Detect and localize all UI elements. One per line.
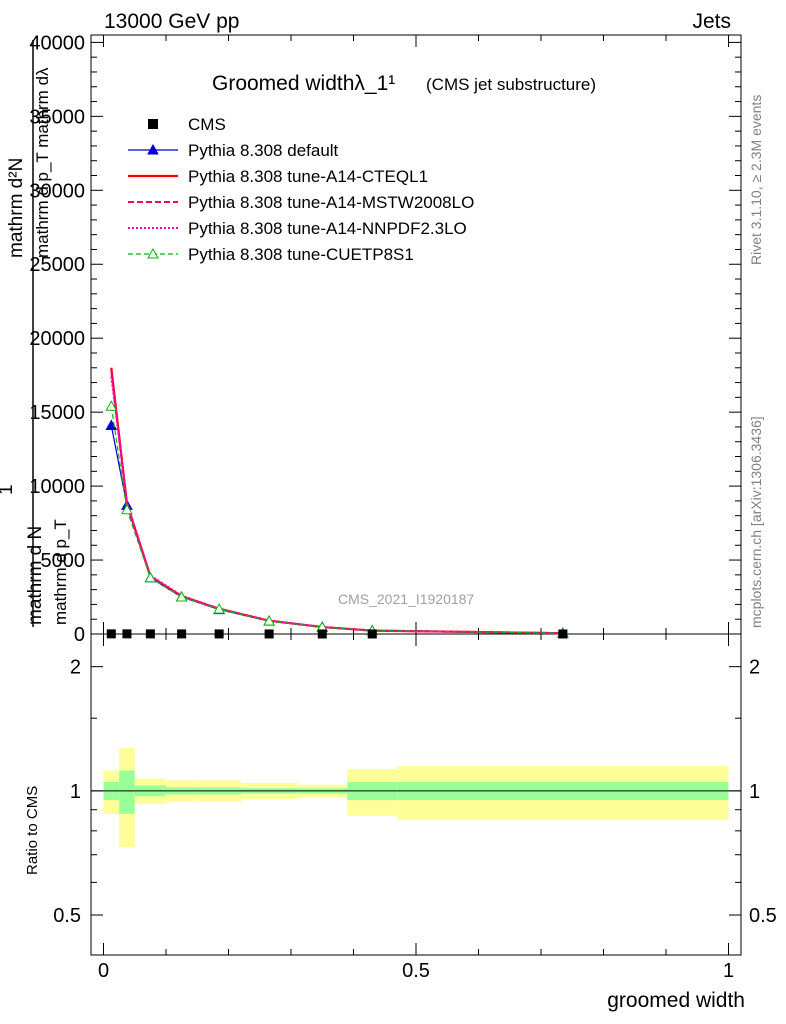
legend-label: Pythia 8.308 default — [188, 141, 339, 160]
series-marker — [213, 603, 225, 614]
x-tick-label: 0 — [98, 960, 109, 982]
y-tick-label: 0 — [74, 624, 85, 646]
data-point — [177, 629, 187, 639]
legend-label: Pythia 8.308 tune-A14-MSTW2008LO — [188, 193, 474, 212]
y-label-prefix: 1 — [0, 484, 17, 495]
data-point — [367, 629, 377, 639]
header-left: 13000 GeV pp — [104, 10, 240, 33]
y-label-denominator-1: mathrm d N — [25, 526, 46, 625]
legend-entry: Pythia 8.308 tune-A14-CTEQL1 — [128, 167, 428, 186]
x-axis-label: groomed width — [607, 989, 745, 1012]
side-rivet: Rivet 3.1.10, ≥ 2.3M events — [748, 95, 764, 265]
legend-marker — [147, 247, 159, 259]
ratio-y-tick-label: 2 — [70, 657, 81, 679]
y-tick-label: 25000 — [29, 254, 85, 276]
y-tick-label: 20000 — [29, 328, 85, 350]
data-point — [558, 629, 568, 639]
watermark: CMS_2021_I1920187 — [338, 591, 474, 607]
legend-entry: Pythia 8.308 default — [128, 141, 339, 160]
legend-label: Pythia 8.308 tune-A14-NNPDF2.3LO — [188, 219, 467, 238]
side-mcplots: mcplots.cern.ch [arXiv:1306.3436] — [748, 416, 764, 628]
series-marker — [105, 400, 118, 411]
x-tick-label: 0.5 — [402, 960, 430, 982]
legend-label: Pythia 8.308 tune-CUETP8S1 — [188, 245, 414, 264]
y-axis-label: mathrm d²N mathrm d p_T mathrm dλ 1 math… — [0, 67, 70, 625]
x-tick-label: 1 — [723, 960, 734, 982]
legend-entry: Pythia 8.308 tune-A14-MSTW2008LO — [128, 193, 474, 212]
data-point — [145, 629, 155, 639]
legend-entry: Pythia 8.308 tune-CUETP8S1 — [128, 245, 414, 264]
data-point — [122, 629, 132, 639]
data-point — [106, 629, 116, 639]
legend-marker — [148, 119, 158, 129]
y-tick-label: 40000 — [29, 32, 85, 54]
ratio-y-tick-label-right: 0.5 — [749, 905, 777, 927]
y-tick-label: 30000 — [29, 180, 85, 202]
y-tick-label: 15000 — [29, 402, 85, 424]
chart-subtitle: (CMS jet substructure) — [426, 75, 596, 94]
ratio-y-tick-label-right: 2 — [749, 657, 760, 679]
y-tick-label: 5000 — [41, 550, 86, 572]
legend-entry-cms: CMS — [148, 115, 226, 134]
y-label-numerator-1: mathrm d²N — [6, 158, 27, 258]
series-marker — [144, 571, 157, 583]
ratio-stat-band — [119, 770, 135, 814]
legend-entry: Pythia 8.308 tune-A14-NNPDF2.3LO — [128, 219, 467, 238]
data-point — [264, 629, 274, 639]
ratio-y-tick-label-right: 1 — [749, 781, 760, 803]
chart-title: Groomed widthλ_1¹ — [212, 72, 395, 95]
series-marker — [175, 590, 188, 602]
data-point — [317, 629, 327, 639]
series-marker — [263, 614, 275, 626]
data-point — [214, 629, 224, 639]
y-label-denominator-2: mathrm d p_T — [51, 519, 70, 625]
y-label-numerator-2: mathrm d p_T mathrm dλ — [33, 67, 52, 258]
legend-marker — [147, 143, 159, 155]
ratio-y-tick-label: 0.5 — [53, 905, 81, 927]
ratio-y-label: Ratio to CMS — [24, 786, 41, 875]
legend-label: CMS — [188, 115, 226, 134]
y-tick-label: 10000 — [29, 476, 85, 498]
legend-label: Pythia 8.308 tune-A14-CTEQL1 — [188, 167, 428, 186]
ratio-y-tick-label: 1 — [70, 781, 81, 803]
series-marker — [121, 503, 133, 515]
series-marker — [105, 419, 118, 430]
series-line — [110, 370, 563, 635]
y-tick-label: 35000 — [29, 106, 85, 128]
header-right: Jets — [692, 10, 731, 33]
